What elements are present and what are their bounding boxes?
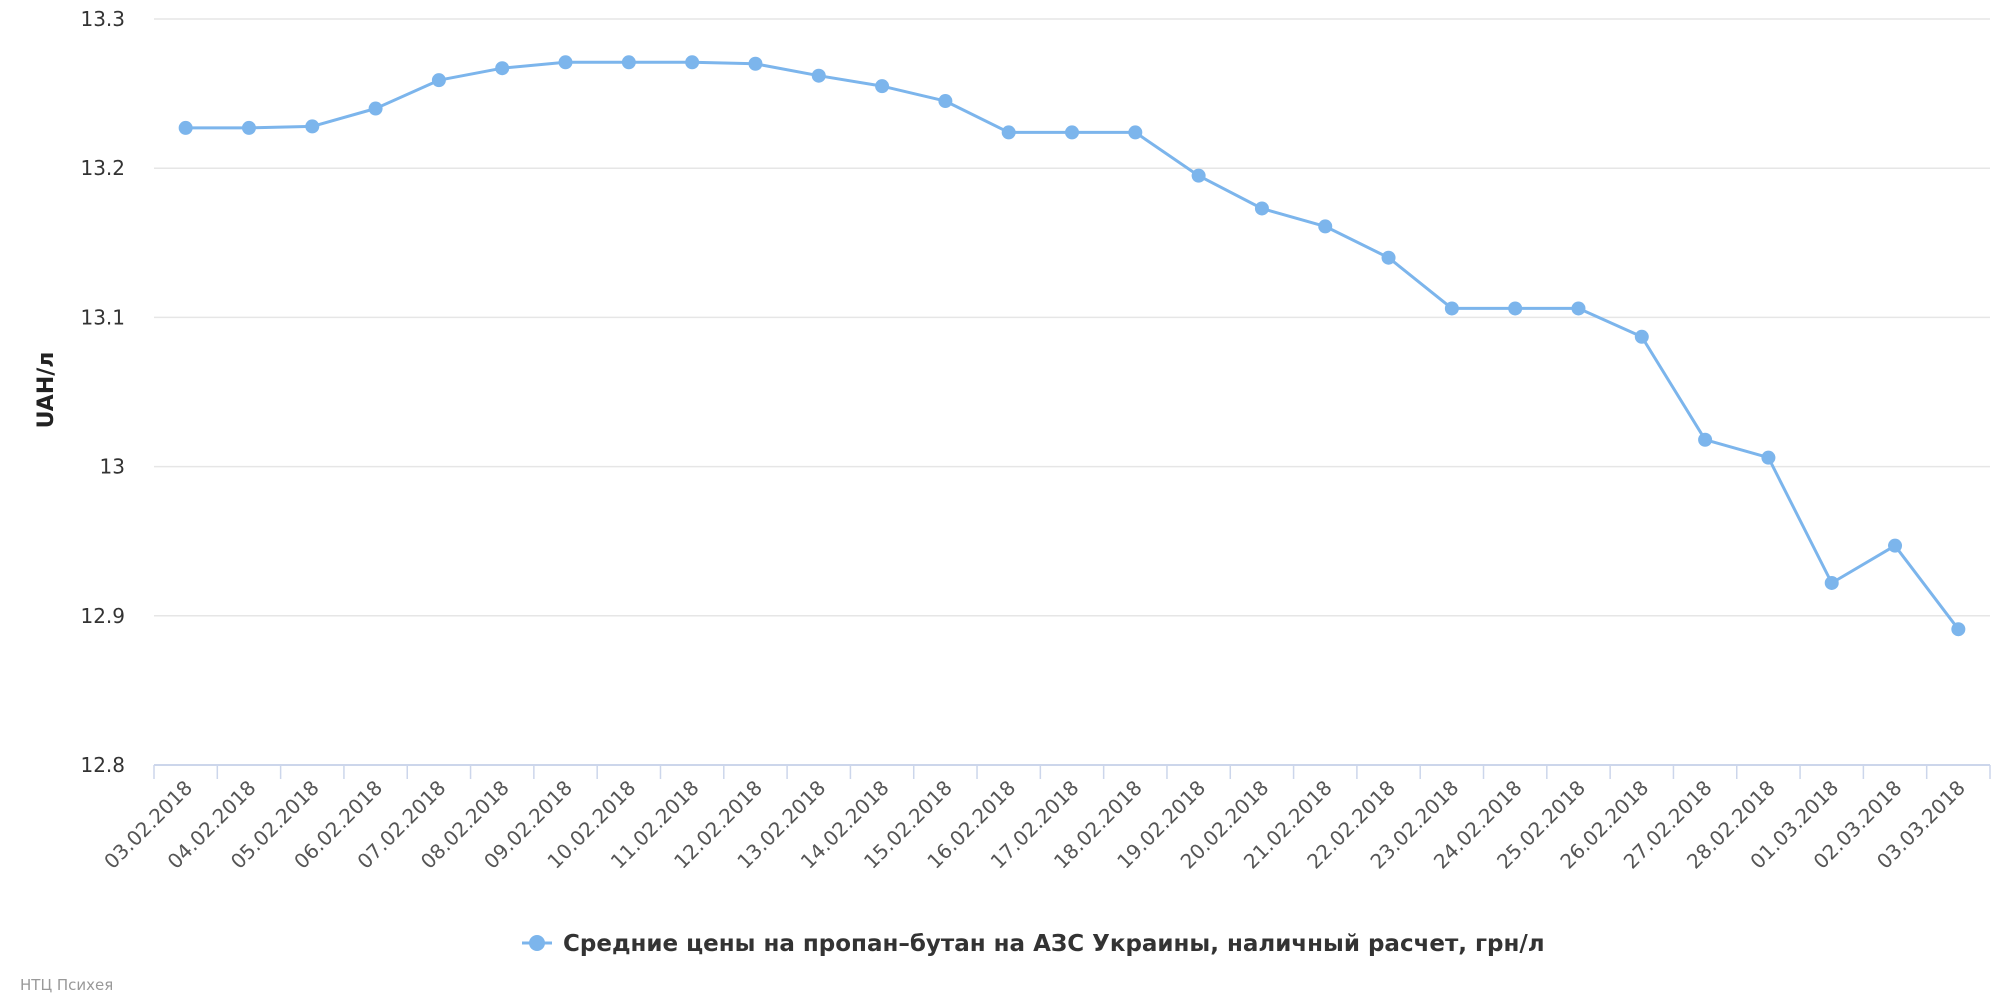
data-point	[1191, 168, 1206, 183]
data-point	[938, 94, 953, 109]
y-tick-label: 13.3	[80, 7, 125, 31]
data-point	[431, 73, 446, 88]
data-point	[1254, 201, 1269, 216]
data-point	[811, 68, 826, 83]
data-point	[178, 120, 193, 135]
legend[interactable]: Средние цены на пропан–бутан на АЗС Укра…	[522, 931, 1545, 957]
data-point	[1951, 622, 1966, 637]
data-point	[558, 55, 573, 70]
x-axis-tick-labels: 03.02.201804.02.201805.02.201806.02.2018…	[99, 776, 1970, 874]
y-tick-label: 12.8	[80, 753, 125, 777]
data-point	[1698, 432, 1713, 447]
y-tick-label: 13.2	[80, 156, 125, 180]
data-point	[368, 101, 383, 116]
data-point	[685, 55, 700, 70]
data-point	[1444, 301, 1459, 316]
x-axis	[153, 764, 1991, 779]
data-point	[1001, 125, 1016, 140]
y-axis-tick-labels: 13.3 13.2 13.1 13 12.9 12.8	[80, 7, 125, 777]
grid-lines	[154, 18, 1990, 617]
series-layer	[178, 55, 1966, 637]
legend-series-label[interactable]: Средние цены на пропан–бутан на АЗС Укра…	[563, 931, 1545, 957]
y-tick-label: 13.1	[80, 305, 125, 329]
data-point	[748, 56, 763, 71]
y-tick-label: 13	[100, 455, 125, 479]
chart-credits[interactable]: НТЦ Психея	[20, 976, 113, 994]
y-tick-label: 12.9	[80, 604, 125, 628]
data-point	[1888, 538, 1903, 553]
data-point	[1381, 250, 1396, 265]
data-point	[1318, 219, 1333, 234]
data-point	[1634, 329, 1649, 344]
legend-marker-icon	[529, 935, 545, 951]
data-point	[621, 55, 636, 70]
data-point	[1128, 125, 1143, 140]
data-point	[875, 79, 890, 94]
series-line	[184, 60, 1960, 631]
y-axis-title: UAH/л	[34, 352, 59, 429]
data-point	[1824, 575, 1839, 590]
data-point	[1761, 450, 1776, 465]
data-point	[1065, 125, 1079, 140]
data-point	[495, 61, 510, 76]
data-point	[1508, 301, 1523, 316]
data-point	[1571, 301, 1586, 316]
data-point	[241, 120, 256, 135]
data-point	[305, 119, 320, 134]
